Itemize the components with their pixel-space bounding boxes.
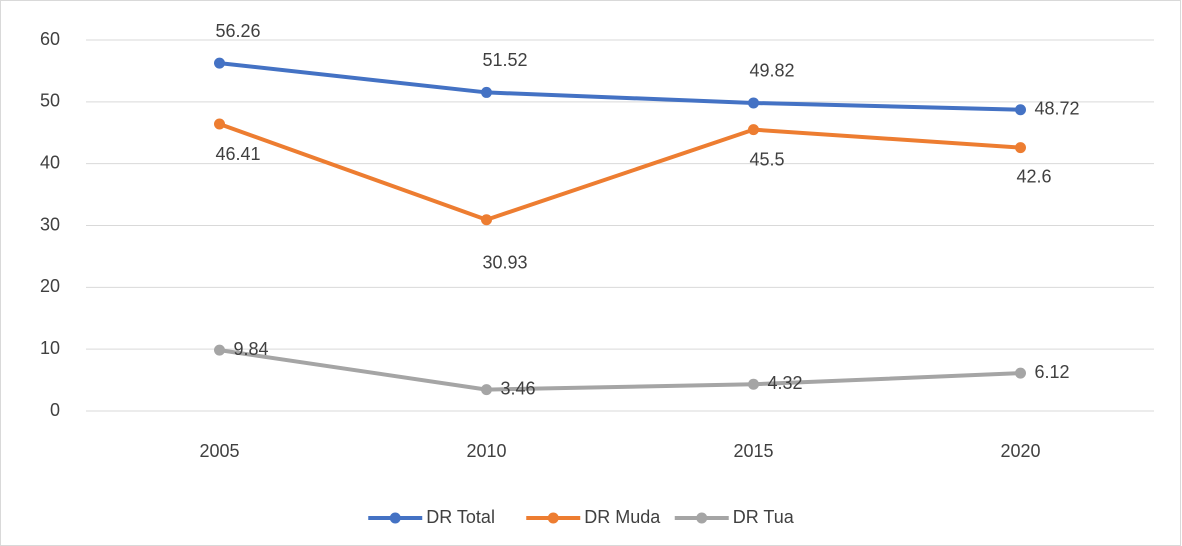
data-label: 51.52 <box>483 50 528 70</box>
series-line <box>217 348 1023 392</box>
data-point <box>481 214 492 226</box>
series-line <box>217 61 1023 112</box>
data-label: 42.6 <box>1017 166 1052 186</box>
data-label: 46.41 <box>216 144 261 164</box>
data-point <box>748 378 759 390</box>
y-tick-label: 40 <box>40 152 60 172</box>
data-label: 56.26 <box>216 21 261 41</box>
data-point <box>1015 367 1026 379</box>
data-point <box>214 344 225 356</box>
data-label: 30.93 <box>483 252 528 272</box>
data-point <box>214 118 225 130</box>
x-tick-label: 2005 <box>199 441 239 461</box>
data-label: 6.12 <box>1035 362 1070 382</box>
legend-marker <box>696 512 708 524</box>
y-tick-label: 50 <box>40 91 60 111</box>
legend-marker <box>389 512 401 524</box>
data-label: 45.5 <box>750 149 785 169</box>
data-point <box>748 124 759 136</box>
data-point <box>1015 104 1026 116</box>
legend-label: DR Muda <box>584 507 661 527</box>
legend-label: DR Total <box>426 507 495 527</box>
data-point <box>1015 142 1026 154</box>
legend-label: DR Tua <box>733 507 795 527</box>
legend-marker <box>547 512 559 524</box>
data-label: 48.72 <box>1035 98 1080 118</box>
data-point <box>481 384 492 396</box>
series-line <box>217 122 1023 222</box>
data-label: 49.82 <box>750 61 795 81</box>
data-label: 4.32 <box>768 373 803 393</box>
data-point <box>748 97 759 109</box>
x-tick-label: 2020 <box>1000 441 1040 461</box>
y-tick-label: 30 <box>40 214 60 234</box>
y-tick-label: 20 <box>40 276 60 296</box>
y-tick-label: 10 <box>40 338 60 358</box>
x-tick-label: 2015 <box>733 441 773 461</box>
data-label: 3.46 <box>501 378 536 398</box>
data-point <box>481 86 492 98</box>
y-tick-label: 0 <box>50 400 60 420</box>
data-point <box>214 57 225 69</box>
x-tick-label: 2010 <box>466 441 506 461</box>
data-label: 9.84 <box>234 339 269 359</box>
y-tick-label: 60 <box>40 29 60 49</box>
